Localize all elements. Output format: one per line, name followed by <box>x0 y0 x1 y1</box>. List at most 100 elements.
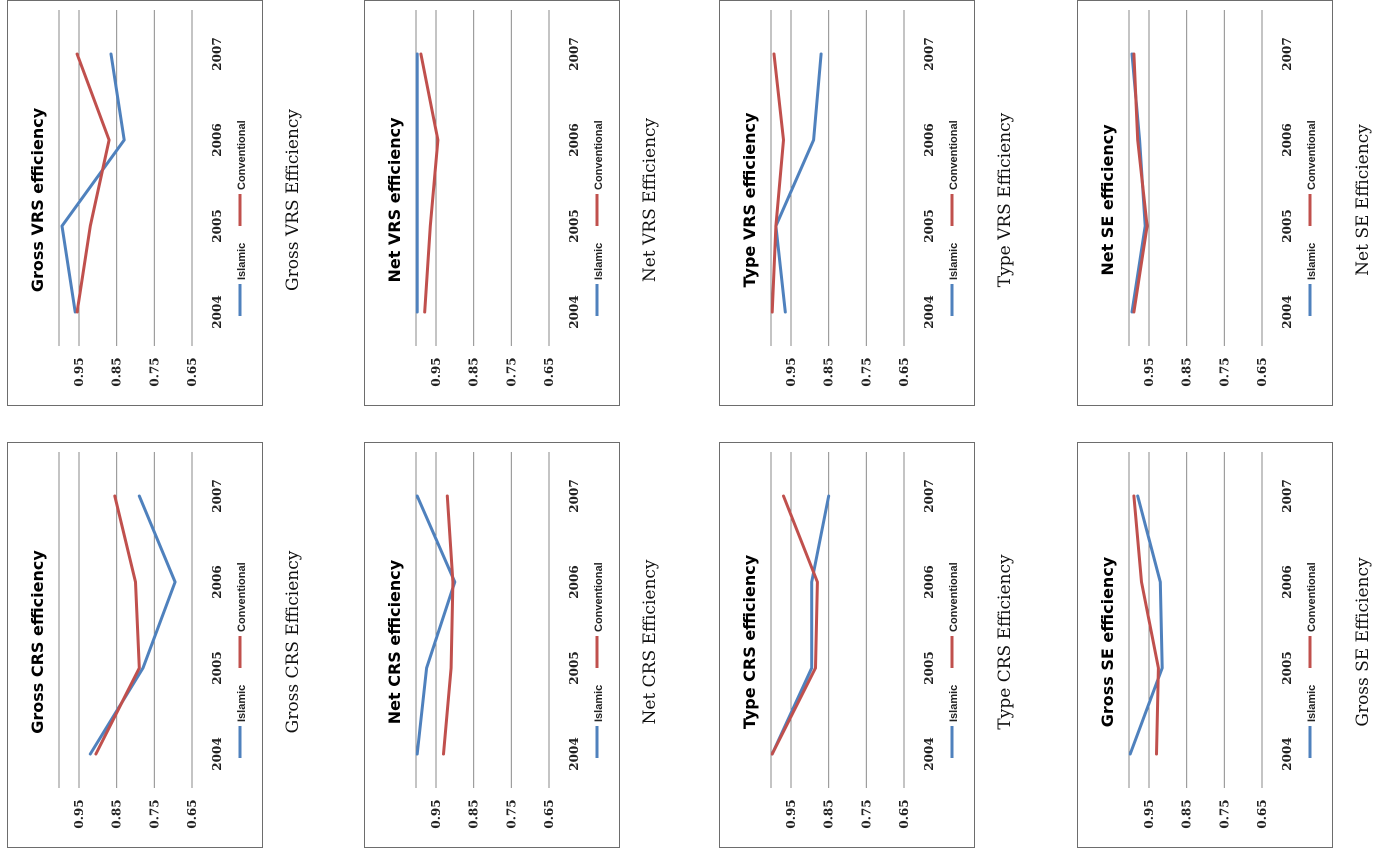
series-line-islamic <box>774 52 823 314</box>
x-tick-label: 2007 <box>567 479 581 512</box>
chart-frame <box>7 442 263 848</box>
x-tick-label: 2005 <box>922 209 936 242</box>
x-tick-label: 2007 <box>210 37 224 70</box>
figure-caption: Gross CRS Efficiency <box>283 550 303 733</box>
x-tick-label: 2005 <box>567 209 581 242</box>
x-tick-label: 2004 <box>1280 295 1294 328</box>
chart-panel-net-vrs-efficiency: 0.95 0.85 0.75 0.65 2004 2005 2006 2007 Net VRS … <box>364 0 660 406</box>
series-line-conventional <box>770 52 785 314</box>
legend-label-conventional: Conventional <box>593 120 605 190</box>
x-tick-label: 2004 <box>1280 737 1294 770</box>
series-line-conventional <box>442 494 455 756</box>
legend-label-conventional: Conventional <box>948 562 960 632</box>
x-tick-label: 2005 <box>1280 651 1294 684</box>
y-tick-label: 0.65 <box>185 357 199 386</box>
x-tick-label: 2005 <box>210 209 224 242</box>
series-line-conventional <box>94 494 141 756</box>
legend-label-islamic: Islamic <box>593 243 605 280</box>
legend-label-islamic: Islamic <box>948 243 960 280</box>
series-line-islamic <box>60 52 126 314</box>
x-tick-label: 2005 <box>567 651 581 684</box>
x-tick-label: 2006 <box>1280 565 1294 598</box>
y-tick-label: 0.75 <box>147 799 161 828</box>
x-tick-label: 2006 <box>922 565 936 598</box>
x-tick-label: 2006 <box>567 123 581 156</box>
legend-label-conventional: Conventional <box>236 562 248 632</box>
y-tick-label: 0.65 <box>897 357 911 386</box>
chart-panel-type-crs-efficiency: 0.95 0.85 0.75 0.65 2004 2005 2006 2007 Type CRS… <box>719 442 1015 848</box>
y-tick-label: 0.95 <box>429 799 443 828</box>
legend: Islamic Conventional <box>948 120 960 316</box>
x-tick-label: 2007 <box>567 37 581 70</box>
y-tick-label: 0.65 <box>542 357 556 386</box>
chart-title: Gross CRS efficiency <box>28 550 47 734</box>
series-line-islamic <box>415 494 457 756</box>
series-line-islamic <box>1128 494 1164 756</box>
y-tick-label: 0.85 <box>467 357 481 386</box>
chart-panel-net-crs-efficiency: 0.95 0.85 0.75 0.65 2004 2005 2006 2007 Net CRS … <box>364 442 660 848</box>
x-tick-label: 2004 <box>567 295 581 328</box>
y-tick-label: 0.85 <box>467 799 481 828</box>
y-tick-label: 0.75 <box>1217 799 1231 828</box>
legend: Islamic Conventional <box>236 562 248 758</box>
y-tick-label: 0.75 <box>504 357 518 386</box>
y-tick-label: 0.95 <box>72 799 86 828</box>
legend: Islamic Conventional <box>1306 120 1318 316</box>
x-tick-label: 2006 <box>922 123 936 156</box>
y-tick-label: 0.85 <box>110 357 124 386</box>
chart-title: Type CRS efficiency <box>740 554 759 729</box>
x-tick-label: 2006 <box>567 565 581 598</box>
legend: Islamic Conventional <box>948 562 960 758</box>
y-tick-label: 0.65 <box>185 799 199 828</box>
legend-label-conventional: Conventional <box>1306 120 1318 190</box>
y-tick-label: 0.85 <box>1180 799 1194 828</box>
x-tick-label: 2006 <box>1280 123 1294 156</box>
figure-caption: Type VRS Efficiency <box>995 112 1015 287</box>
y-tick-label: 0.85 <box>822 799 836 828</box>
series-line-conventional <box>75 52 111 314</box>
y-tick-label: 0.95 <box>784 799 798 828</box>
y-tick-label: 0.95 <box>72 357 86 386</box>
x-tick-label: 2006 <box>210 565 224 598</box>
x-tick-label: 2007 <box>922 479 936 512</box>
y-tick-label: 0.85 <box>1180 357 1194 386</box>
chart-frame <box>719 0 975 406</box>
legend-label-conventional: Conventional <box>236 120 248 190</box>
y-tick-label: 0.65 <box>1255 357 1269 386</box>
chart-panel-gross-se-efficiency: 0.95 0.85 0.75 0.65 2004 2005 2006 2007 Gross SE… <box>1077 442 1373 848</box>
x-tick-label: 2006 <box>210 123 224 156</box>
chart-title: Gross VRS efficiency <box>28 107 47 292</box>
chart-title: Net CRS efficiency <box>385 559 404 724</box>
y-tick-label: 0.85 <box>110 799 124 828</box>
figure-caption: Type CRS Efficiency <box>995 554 1015 730</box>
legend-label-conventional: Conventional <box>1306 562 1318 632</box>
y-tick-label: 0.75 <box>504 799 518 828</box>
x-tick-label: 2004 <box>922 295 936 328</box>
series-line-conventional <box>419 52 440 314</box>
chart-title: Net VRS efficiency <box>385 117 404 283</box>
legend-label-conventional: Conventional <box>948 120 960 190</box>
chart-frame <box>1077 0 1333 406</box>
y-tick-label: 0.65 <box>1255 799 1269 828</box>
x-tick-label: 2007 <box>922 37 936 70</box>
x-tick-label: 2005 <box>210 651 224 684</box>
legend-label-islamic: Islamic <box>948 685 960 722</box>
chart-panel-type-vrs-efficiency: 0.95 0.85 0.75 0.65 2004 2005 2006 2007 Type VRS… <box>719 0 1015 406</box>
legend: Islamic Conventional <box>593 120 605 316</box>
legend-label-islamic: Islamic <box>236 243 248 280</box>
y-tick-label: 0.75 <box>1217 357 1231 386</box>
x-tick-label: 2005 <box>1280 209 1294 242</box>
legend-label-islamic: Islamic <box>593 685 605 722</box>
x-tick-label: 2005 <box>922 651 936 684</box>
legend-label-islamic: Islamic <box>236 685 248 722</box>
series-line-conventional <box>1132 494 1160 756</box>
legend-label-islamic: Islamic <box>1306 243 1318 280</box>
x-tick-label: 2004 <box>210 295 224 328</box>
chart-frame <box>719 442 975 848</box>
chart-title: Gross SE efficiency <box>1098 556 1117 727</box>
x-tick-label: 2007 <box>210 479 224 512</box>
chart-title: Net SE efficiency <box>1098 124 1117 276</box>
x-tick-label: 2004 <box>567 737 581 770</box>
